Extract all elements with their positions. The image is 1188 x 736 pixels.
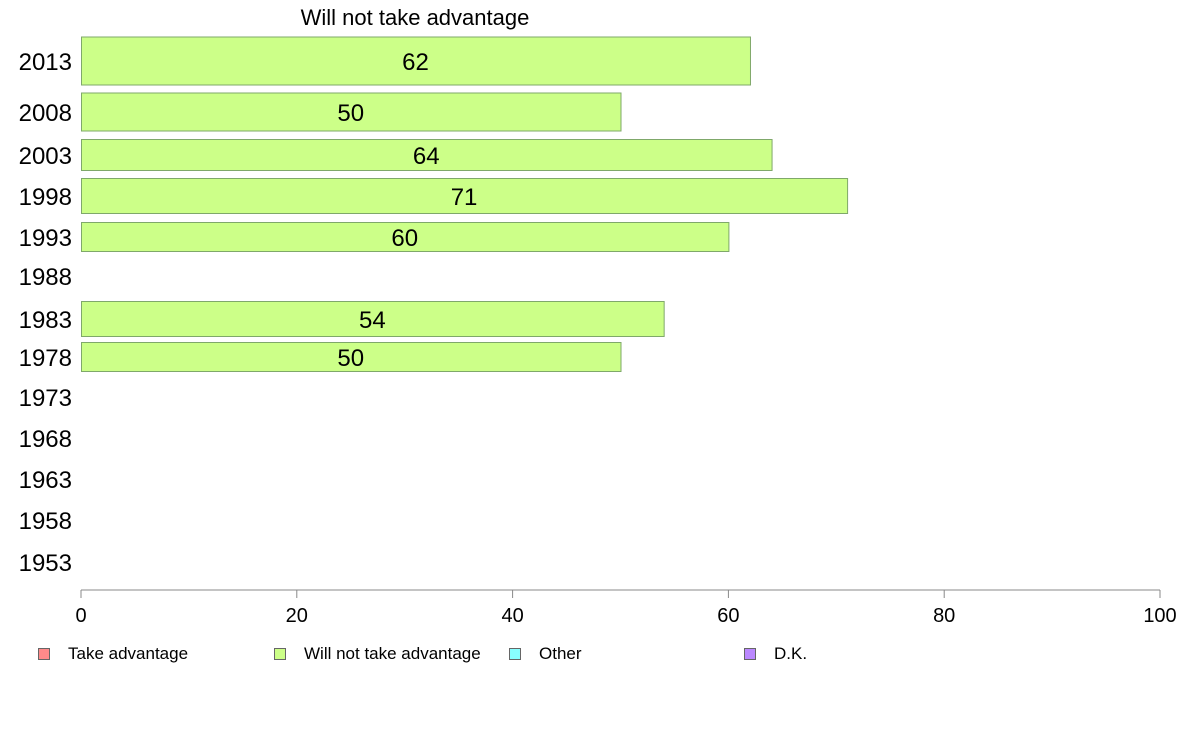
legend-label: Will not take advantage — [304, 644, 481, 663]
y-tick-label: 1968 — [19, 426, 72, 453]
bar — [81, 139, 773, 171]
y-tick-label: 2003 — [19, 143, 72, 170]
data-label: 50 — [337, 345, 364, 372]
chart-title: Will not take advantage — [301, 5, 530, 30]
bar — [81, 222, 730, 252]
data-label: 54 — [359, 307, 386, 334]
legend-swatch — [744, 648, 756, 660]
y-tick-label: 1953 — [19, 550, 72, 577]
y-tick-label: 2013 — [19, 49, 72, 76]
legend-item-take-advantage: Take advantage — [38, 643, 188, 665]
data-label: 60 — [391, 225, 418, 252]
x-axis: 0 20 40 60 80 100 — [75, 589, 1177, 627]
legend-item-other: Other — [509, 643, 582, 665]
y-tick-label: 1998 — [19, 184, 72, 211]
legend-label: Take advantage — [68, 644, 189, 663]
x-tick-label: 20 — [286, 605, 308, 627]
y-tick-label: 1978 — [19, 345, 72, 372]
y-tick-label: 1958 — [19, 508, 72, 535]
x-tick-label: 100 — [1143, 605, 1176, 627]
bar — [81, 178, 849, 214]
legend-swatch — [38, 648, 50, 660]
y-tick-label: 1963 — [19, 467, 72, 494]
x-tick-label: 60 — [717, 605, 739, 627]
y-tick-label: 1993 — [19, 225, 72, 252]
y-tick-label: 1988 — [19, 264, 72, 291]
y-tick-label: 1973 — [19, 385, 72, 412]
y-tick-label: 2008 — [19, 100, 72, 127]
data-label: 62 — [402, 49, 429, 76]
legend-label: Other — [539, 644, 582, 663]
legend-swatch — [509, 648, 521, 660]
data-label: 50 — [337, 100, 364, 127]
y-axis-labels: 2013 2008 2003 1998 1993 1988 1983 1978 1973 1968… — [19, 49, 72, 577]
bar — [81, 36, 751, 86]
x-tick-label: 40 — [501, 605, 523, 627]
legend-item-will-not-take-advantage: Will not take advantage — [274, 643, 481, 665]
legend-swatch — [274, 648, 286, 660]
legend-item-dk: D.K. — [744, 643, 807, 665]
legend-label: D.K. — [774, 644, 808, 663]
bar — [81, 92, 622, 132]
x-tick-label: 80 — [933, 605, 955, 627]
data-label: 71 — [451, 184, 478, 211]
bar — [81, 301, 665, 337]
legend: Take advantage Will not take advantage O… — [0, 643, 1188, 665]
bars: 62 50 64 71 60 54 50 — [81, 36, 849, 372]
y-tick-label: 1983 — [19, 307, 72, 334]
bar — [81, 342, 622, 372]
x-tick-label: 0 — [75, 605, 86, 627]
data-label: 64 — [413, 143, 440, 170]
